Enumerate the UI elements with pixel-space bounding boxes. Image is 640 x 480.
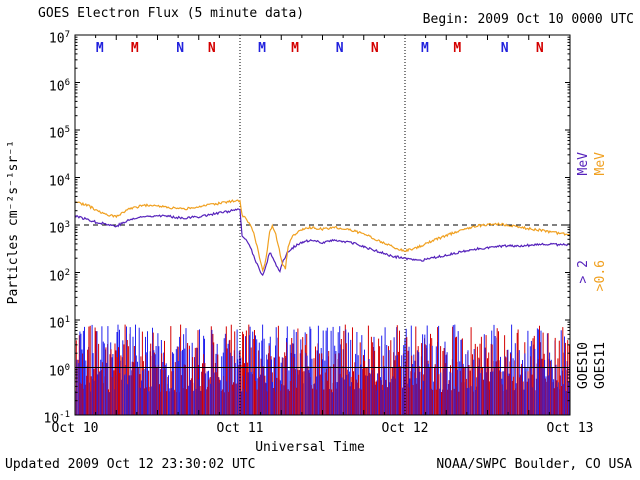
x-tick-label: Oct 10 — [51, 421, 99, 436]
x-axis-label: Universal Time — [255, 440, 365, 455]
status-letter: N — [208, 41, 216, 56]
plot-border — [74, 34, 571, 416]
status-letter: N — [176, 41, 184, 56]
x-tick-label: Oct 13 — [546, 421, 594, 436]
y-tick-label: 101 — [48, 315, 70, 332]
status-letter: M — [96, 41, 104, 56]
x-tick-label: Oct 11 — [216, 421, 264, 436]
x-tick-label: Oct 12 — [381, 421, 429, 436]
y-tick-label: 104 — [48, 172, 70, 189]
begin-timestamp: Begin: 2009 Oct 10 0000 UTC — [422, 12, 634, 27]
status-letter: M — [291, 41, 299, 56]
status-letter: M — [131, 41, 139, 56]
status-letter: N — [536, 41, 544, 56]
right-axis-label: MeV — [576, 152, 591, 176]
status-letter: N — [371, 41, 379, 56]
status-letter: M — [258, 41, 266, 56]
updated-timestamp: Updated 2009 Oct 12 23:30:02 UTC — [5, 457, 256, 472]
y-tick-label: 105 — [48, 125, 70, 142]
y-tick-label: 102 — [48, 267, 70, 284]
y-axis-label: Particles cm⁻²s⁻¹sr⁻¹ — [6, 140, 21, 305]
right-axis-label: GOES11 — [593, 342, 608, 389]
y-tick-label: 10-1 — [43, 410, 71, 427]
right-axis-label: >0.6 — [593, 260, 608, 292]
status-letter: N — [336, 41, 344, 56]
flux-series-gt2mev — [74, 208, 571, 277]
right-axis-label: > 2 — [576, 260, 591, 284]
flux-series-gt0p6mev — [75, 199, 571, 273]
y-tick-label: 100 — [48, 362, 70, 379]
status-letter: M — [453, 41, 461, 56]
credit-text: NOAA/SWPC Boulder, CO USA — [436, 457, 632, 472]
right-axis-label: MeV — [593, 152, 608, 176]
status-letter: M — [421, 41, 429, 56]
right-axis-label: GOES10 — [576, 342, 591, 389]
y-tick-label: 103 — [48, 220, 70, 237]
y-tick-label: 107 — [48, 30, 70, 47]
chart-title: GOES Electron Flux (5 minute data) — [38, 6, 305, 21]
status-letter: N — [501, 41, 509, 56]
y-tick-label: 106 — [48, 77, 70, 94]
